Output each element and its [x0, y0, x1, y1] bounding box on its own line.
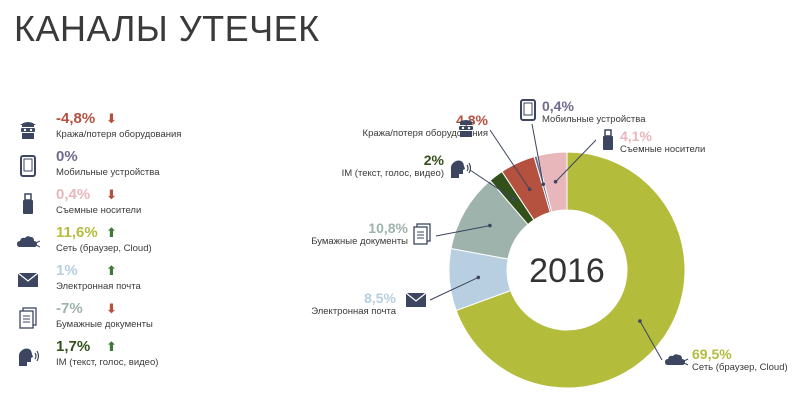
- thief-icon: [458, 120, 474, 137]
- legend-value: 0,4%: [56, 186, 91, 203]
- legend-label: Бумажные документы: [56, 319, 153, 330]
- callout-label: Бумажные документы: [311, 236, 408, 247]
- leader-line: [429, 276, 479, 301]
- callout-value: 2%: [423, 152, 444, 168]
- legend-label: Кража/потеря оборудования: [56, 129, 182, 140]
- callout-removable: 4,1% Съемные носители: [620, 128, 705, 155]
- usb-icon: [23, 193, 33, 214]
- legend-item-theft: -4,8% ⬇ Кража/потеря оборудования: [14, 110, 224, 146]
- callout-label: Мобильные устройства: [542, 114, 646, 125]
- speaking-head-icon: [18, 348, 40, 366]
- callout-label: Съемные носители: [620, 144, 706, 155]
- callout-label: Электронная почта: [311, 306, 396, 317]
- legend-value: -4,8%: [56, 110, 96, 127]
- leader-line: [639, 320, 663, 361]
- leader-dot: [488, 223, 492, 228]
- documents-icon: [413, 223, 431, 245]
- cloud-network-icon: [665, 354, 689, 366]
- tablet-icon: [520, 99, 536, 121]
- callout-email: 8,5% Электронная почта: [300, 290, 396, 317]
- legend-value: 0%: [56, 148, 78, 165]
- legend-label: IM (текст, голос, видео): [56, 357, 159, 368]
- callout-label: IM (текст, голос, видео): [341, 168, 444, 179]
- trend-down-icon: ⬇: [106, 301, 117, 316]
- trend-up-icon: ⬆: [106, 339, 117, 354]
- legend-label: Сеть (браузер, Cloud): [56, 243, 152, 254]
- donut-chart: 2016 4,8% Кража/потеря оборудования 0,4%…: [300, 80, 800, 416]
- leader-dot: [541, 182, 546, 187]
- legend-item-removable: 0,4% ⬇ Съемные носители: [14, 186, 224, 222]
- legend-value: 1%: [56, 262, 78, 279]
- callout-im: 2% IM (текст, голос, видео): [328, 152, 444, 179]
- callout-label: Кража/потеря оборудования: [362, 128, 488, 139]
- callout-label: Сеть (браузер, Cloud): [692, 362, 788, 373]
- legend-item-mobile: 0% Мобильные устройства: [14, 148, 224, 184]
- callout-network: 69,5% Сеть (браузер, Cloud): [692, 346, 788, 373]
- legend-label: Съемные носители: [56, 205, 142, 216]
- trend-down-icon: ⬇: [106, 111, 117, 126]
- donut-center-label: 2016: [529, 252, 605, 290]
- legend-label: Электронная почта: [56, 281, 141, 292]
- callout-value: 69,5%: [692, 346, 732, 362]
- donut-slice: [536, 151, 568, 213]
- page-title: КАНАЛЫ УТЕЧЕК: [14, 8, 320, 49]
- legend-item-email: 1% ⬆ Электронная почта: [14, 262, 224, 298]
- donut-slice: [455, 151, 686, 389]
- leader-dot: [638, 319, 642, 323]
- leader-line: [531, 123, 544, 185]
- donut-svg: 2016: [429, 123, 686, 389]
- trend-down-icon: ⬇: [106, 187, 117, 202]
- legend-item-paper: -7% ⬇ Бумажные документы: [14, 300, 224, 336]
- legend-item-network: 11,6% ⬆ Сеть (браузер, Cloud): [14, 224, 224, 260]
- leader-line: [469, 169, 514, 200]
- callout-value: 8,5%: [364, 290, 396, 306]
- legend-item-im: 1,7% ⬆ IM (текст, голос, видео): [14, 338, 224, 374]
- leader-dot: [511, 197, 516, 201]
- trend-up-icon: ⬆: [106, 225, 117, 240]
- cloud-network-icon: [17, 236, 40, 248]
- envelope-icon: [405, 292, 427, 307]
- tablet-icon: [20, 155, 36, 177]
- leader-dot: [553, 179, 558, 184]
- callout-value: 10,8%: [368, 220, 408, 236]
- callout-value: 4,1%: [620, 128, 652, 144]
- callout-paper: 10,8% Бумажные документы: [300, 220, 408, 247]
- leader-dot: [476, 275, 481, 280]
- thief-icon: [20, 122, 36, 139]
- usb-icon: [603, 129, 613, 150]
- envelope-icon: [17, 272, 39, 287]
- legend-value: 11,6%: [56, 224, 98, 241]
- leader-dot: [527, 187, 532, 192]
- speaking-head-icon: [450, 160, 472, 178]
- legend-value: -7%: [56, 300, 83, 317]
- legend-value: 1,7%: [56, 338, 91, 355]
- callout-value: 0,4%: [542, 98, 574, 114]
- callout-mobile: 0,4% Мобильные устройства: [542, 98, 645, 125]
- trend-up-icon: ⬆: [106, 263, 117, 278]
- leader-line: [555, 139, 597, 183]
- leader-line: [489, 129, 531, 190]
- documents-icon: [19, 307, 37, 329]
- legend-label: Мобильные устройства: [56, 167, 160, 178]
- leader-line: [435, 225, 490, 237]
